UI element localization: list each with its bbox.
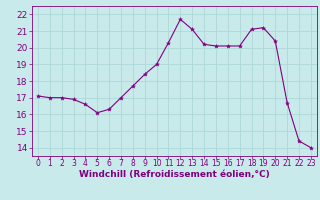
X-axis label: Windchill (Refroidissement éolien,°C): Windchill (Refroidissement éolien,°C) <box>79 170 270 179</box>
